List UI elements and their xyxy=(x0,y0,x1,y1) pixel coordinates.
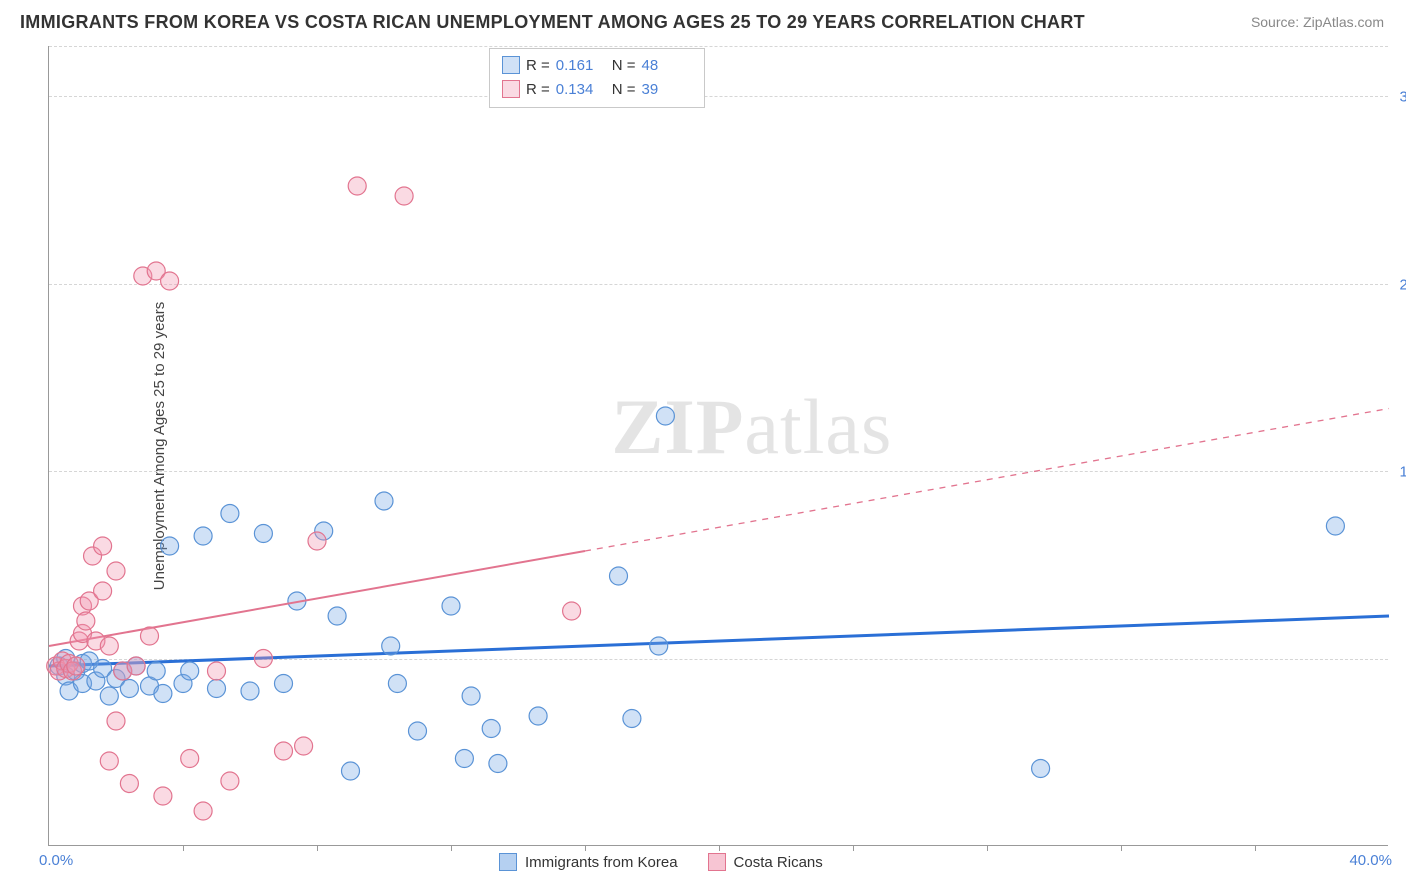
data-point xyxy=(181,750,199,768)
data-point xyxy=(388,675,406,693)
x-axis-min-label: 0.0% xyxy=(39,852,73,869)
chart-title: IMMIGRANTS FROM KOREA VS COSTA RICAN UNE… xyxy=(20,12,1085,33)
data-point xyxy=(342,762,360,780)
trend-line xyxy=(49,551,585,646)
legend-swatch xyxy=(499,853,517,871)
data-point xyxy=(442,597,460,615)
x-tick xyxy=(317,845,318,851)
data-point xyxy=(208,662,226,680)
data-point xyxy=(127,657,145,675)
data-point xyxy=(194,802,212,820)
x-tick xyxy=(451,845,452,851)
x-axis-max-label: 40.0% xyxy=(1349,852,1392,869)
data-point xyxy=(254,650,272,668)
data-point xyxy=(154,685,172,703)
y-tick-label: 15.0% xyxy=(1392,464,1406,481)
x-tick xyxy=(1255,845,1256,851)
y-tick-label: 30.0% xyxy=(1392,89,1406,106)
data-point xyxy=(107,562,125,580)
data-point xyxy=(141,627,159,645)
data-point xyxy=(328,607,346,625)
data-point xyxy=(241,682,259,700)
data-point xyxy=(462,687,480,705)
legend-item: Immigrants from Korea xyxy=(499,853,678,871)
trend-line xyxy=(49,616,1389,666)
data-point xyxy=(308,532,326,550)
scatter-svg xyxy=(49,46,1388,845)
source-attribution: Source: ZipAtlas.com xyxy=(1251,14,1384,30)
data-point xyxy=(563,602,581,620)
data-point xyxy=(100,752,118,770)
x-tick xyxy=(987,845,988,851)
data-point xyxy=(161,272,179,290)
data-point xyxy=(221,505,239,523)
data-point xyxy=(100,637,118,655)
data-point xyxy=(295,737,313,755)
data-point xyxy=(147,662,165,680)
data-point xyxy=(154,787,172,805)
data-point xyxy=(181,662,199,680)
data-point xyxy=(529,707,547,725)
legend-swatch xyxy=(708,853,726,871)
data-point xyxy=(409,722,427,740)
data-point xyxy=(94,537,112,555)
data-point xyxy=(254,525,272,543)
data-point xyxy=(1032,760,1050,778)
data-point xyxy=(1326,517,1344,535)
data-point xyxy=(455,750,473,768)
legend-item: Costa Ricans xyxy=(708,853,823,871)
data-point xyxy=(221,772,239,790)
data-point xyxy=(348,177,366,195)
data-point xyxy=(395,187,413,205)
y-tick-label: 7.5% xyxy=(1392,651,1406,668)
data-point xyxy=(375,492,393,510)
data-point xyxy=(67,657,85,675)
data-point xyxy=(482,720,500,738)
plot-area: Unemployment Among Ages 25 to 29 years Z… xyxy=(48,46,1388,846)
data-point xyxy=(382,637,400,655)
data-point xyxy=(656,407,674,425)
x-tick xyxy=(853,845,854,851)
data-point xyxy=(77,612,95,630)
data-point xyxy=(120,775,138,793)
data-point xyxy=(208,680,226,698)
series-legend: Immigrants from Korea Costa Ricans xyxy=(499,853,823,871)
data-point xyxy=(275,742,293,760)
data-point xyxy=(100,687,118,705)
data-point xyxy=(94,582,112,600)
x-tick xyxy=(183,845,184,851)
data-point xyxy=(610,567,628,585)
data-point xyxy=(161,537,179,555)
data-point xyxy=(489,755,507,773)
legend-label: Costa Ricans xyxy=(734,854,823,871)
data-point xyxy=(650,637,668,655)
data-point xyxy=(275,675,293,693)
x-tick xyxy=(1121,845,1122,851)
data-point xyxy=(120,680,138,698)
data-point xyxy=(107,712,125,730)
data-point xyxy=(623,710,641,728)
data-point xyxy=(194,527,212,545)
legend-label: Immigrants from Korea xyxy=(525,854,678,871)
x-tick xyxy=(585,845,586,851)
trend-line-dashed xyxy=(585,409,1389,552)
x-tick xyxy=(719,845,720,851)
y-tick-label: 22.5% xyxy=(1392,276,1406,293)
